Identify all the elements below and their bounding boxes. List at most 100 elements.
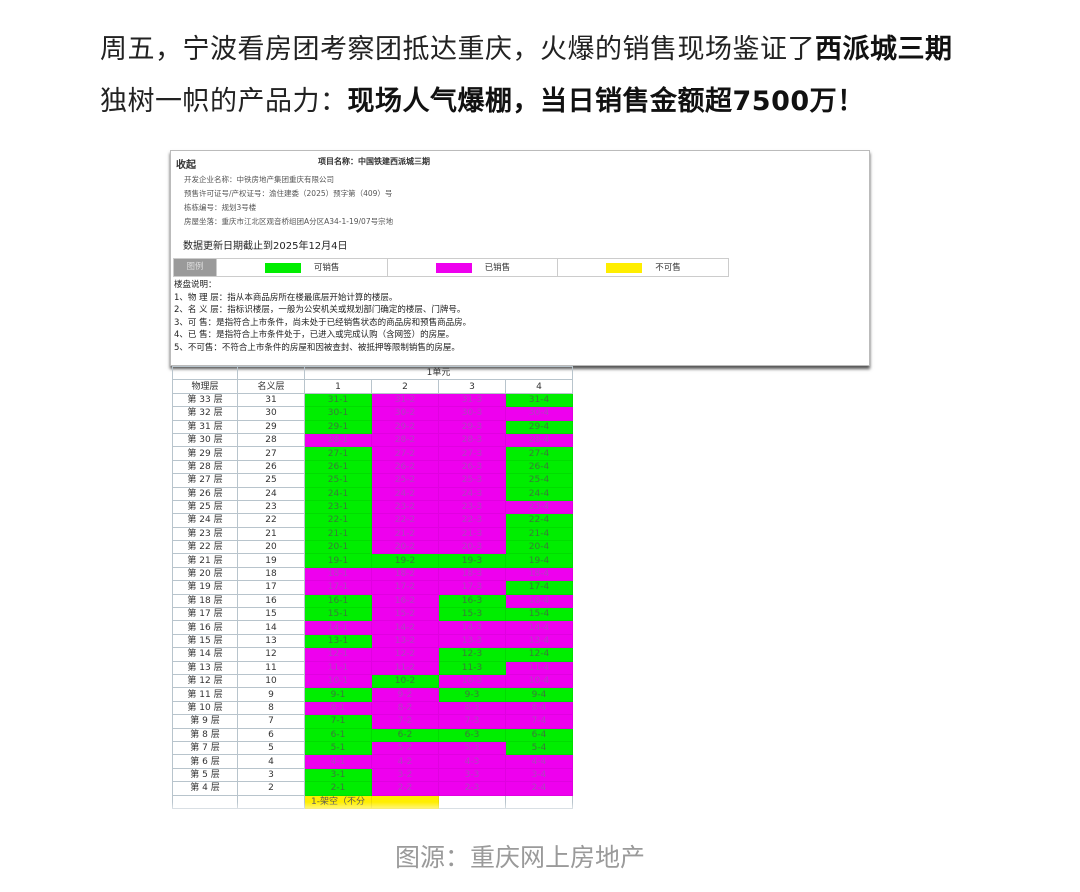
unit-cell-available: 16-3 xyxy=(438,593,506,609)
unit-cell-sold: 8-2 xyxy=(371,700,439,716)
unit-cell-sold: 16-2 xyxy=(371,593,439,609)
table-row: 第 5 层 3 3-1 3-2 3-3 3-4 xyxy=(172,767,573,783)
unit-cell-sold: 8-1 xyxy=(304,700,372,716)
table-row: 第 13 层 11 11-1 11-2 11-3 11-4 xyxy=(172,660,573,675)
table-row: 第 8 层 6 6-1 6-2 6-3 6-4 xyxy=(172,727,573,742)
nominal-floor: 2 xyxy=(237,781,305,796)
unit-cell-sold: 10-3 xyxy=(438,673,506,689)
physical-floor: 第 23 层 xyxy=(172,526,238,542)
legend-label: 已销售 xyxy=(484,263,511,273)
unit-cell-sold: 22-2 xyxy=(371,513,439,528)
nominal-floor: 20 xyxy=(237,540,305,555)
nominal-floor: 17 xyxy=(237,580,305,595)
physical-floor: 第 11 层 xyxy=(172,687,238,702)
table-row: 第 12 层 10 10-1 10-2 10-3 10-4 xyxy=(172,673,573,689)
table-row: 第 23 层 21 21-1 21-2 21-3 21-4 xyxy=(172,526,573,542)
unit-cell-sold: 17-1 xyxy=(304,580,372,595)
nominal-floor: 14 xyxy=(237,620,305,635)
unit-cell-available: 19-2 xyxy=(371,553,439,568)
legend-swatch xyxy=(606,263,643,273)
table-row: 第 16 层 14 14-1 14-2 14-3 14-4 xyxy=(172,620,573,635)
unit-cell-sold: 7-3 xyxy=(438,714,506,729)
legend-item-sold: 已销售 xyxy=(386,259,558,276)
unit-cell-sold: 11-2 xyxy=(371,660,439,675)
unit-cell-available: 12-4 xyxy=(505,647,573,662)
unit-cell-available: 25-1 xyxy=(304,473,372,488)
col-unit: 4 xyxy=(505,379,573,394)
physical-floor: 第 16 层 xyxy=(172,620,238,635)
physical-floor: 第 4 层 xyxy=(172,781,238,796)
physical-floor: 第 27 层 xyxy=(172,473,238,488)
unit-cell-sold: 29-2 xyxy=(371,419,439,434)
unit-cell-sold: 4-4 xyxy=(505,754,573,769)
col-unit: 3 xyxy=(438,379,506,394)
unit-cell-available: 26-4 xyxy=(505,459,573,475)
physical-floor: 第 5 层 xyxy=(172,767,238,783)
table-row: 第 6 层 4 4-1 4-2 4-3 4-4 xyxy=(172,754,573,769)
unit-cell-sold: 4-1 xyxy=(304,754,372,769)
table-row: 第 20 层 18 18-1 18-2 18-3 18-4 xyxy=(172,566,573,582)
unit-sales-table: 1单元 物理层 名义层 1 2 3 4 第 33 层 31 31-1 31-2 31-3 31-4 第 3… xyxy=(172,365,573,809)
unit-cell-available: 31-1 xyxy=(304,392,372,408)
physical-floor: 第 14 层 xyxy=(172,647,238,662)
unit-cell-sold: 28-2 xyxy=(371,432,439,448)
building-number: 栋栋编号：规划3号楼 xyxy=(184,203,257,212)
table-row: 第 15 层 13 13-1 13-2 13-3 13-4 xyxy=(172,633,573,649)
unit-cell-sold: 22-3 xyxy=(438,513,506,528)
table-row: 第 26 层 24 24-1 24-2 24-3 24-4 xyxy=(172,486,573,501)
physical-floor: 第 12 层 xyxy=(172,673,238,689)
nominal-floor: 30 xyxy=(237,406,305,421)
unit-cell-sold: 7-2 xyxy=(371,714,439,729)
unit-cell-sold: 4-2 xyxy=(371,754,439,769)
unit-cell-sold: 14-2 xyxy=(371,620,439,635)
unit-cell-sold: 21-2 xyxy=(371,526,439,542)
table-row: 第 29 层 27 27-1 27-2 27-3 27-4 xyxy=(172,446,573,461)
unit-cell-sold: 24-2 xyxy=(371,486,439,501)
unit-cell-sold: 10-4 xyxy=(505,673,573,689)
presale-permit: 预售许可证号/产权证号：渝住建委（2025）预字第（409）号 xyxy=(184,189,393,198)
unit-cell-sold: 3-3 xyxy=(438,767,506,783)
nominal-floor: 22 xyxy=(237,513,305,528)
unit-cell-available: 16-1 xyxy=(304,593,372,609)
unit-cell-available: 20-4 xyxy=(505,540,573,555)
col-physical-floor: 物理层 xyxy=(172,379,238,394)
table-row: 第 31 层 29 29-1 29-2 29-3 29-4 xyxy=(172,419,573,434)
nominal-floor: 12 xyxy=(237,647,305,662)
unit-cell-available: 2-1 xyxy=(304,781,372,796)
unit-cell-sold: 30-4 xyxy=(505,406,573,421)
unit-cell-available: 15-1 xyxy=(304,607,372,622)
physical-floor: 第 13 层 xyxy=(172,660,238,675)
physical-floor: 第 20 层 xyxy=(172,566,238,582)
blank-cell xyxy=(237,365,305,381)
nominal-floor: 26 xyxy=(237,459,305,475)
unit-cell-available: 31-4 xyxy=(505,392,573,408)
notes: 楼盘说明： 1、物 理 层：指从本商品房所在楼最底层开始计算的楼层。 2、名 义… xyxy=(174,279,471,354)
unit-cell-available: 23-1 xyxy=(304,499,372,515)
physical-floor: 第 26 层 xyxy=(172,486,238,501)
project-name: 项目名称：中国铁建西派城三期 xyxy=(318,157,430,166)
physical-floor: 第 25 层 xyxy=(172,499,238,515)
nominal-floor: 31 xyxy=(237,392,305,408)
unit-cell-available: 15-3 xyxy=(438,607,506,622)
unit-cell-sold: 13-3 xyxy=(438,633,506,649)
unit-cell-available: 6-1 xyxy=(304,727,372,742)
nominal-floor: 6 xyxy=(237,727,305,742)
note-line: 1、物 理 层：指从本商品房所在楼最底层开始计算的楼层。 xyxy=(174,292,398,303)
table-row: 第 32 层 30 30-1 30-2 30-3 30-4 xyxy=(172,406,573,421)
table-row: 第 24 层 22 22-1 22-2 22-3 22-4 xyxy=(172,513,573,528)
legend-swatch xyxy=(435,263,472,273)
unit-cell-sold: 28-4 xyxy=(505,432,573,448)
table-row: 第 21 层 19 19-1 19-2 19-3 19-4 xyxy=(172,553,573,568)
unit-cell-sold: 3-2 xyxy=(371,767,439,783)
unit-cell-sold: 14-1 xyxy=(304,620,372,635)
collapse-link[interactable]: 收起 xyxy=(176,160,196,171)
unit-header: 1单元 xyxy=(304,365,573,381)
note-line: 楼盘说明： xyxy=(174,280,217,290)
unit-cell-sold: 24-3 xyxy=(438,486,506,501)
physical-floor: 第 18 层 xyxy=(172,593,238,609)
table-row: 第 10 层 8 8-1 8-2 8-3 8-4 xyxy=(172,700,573,716)
unit-cell-sold: 16-4 xyxy=(505,593,573,609)
unit-cell-sold: 18-1 xyxy=(304,566,372,582)
unit-cell-sold: 20-3 xyxy=(438,540,506,555)
